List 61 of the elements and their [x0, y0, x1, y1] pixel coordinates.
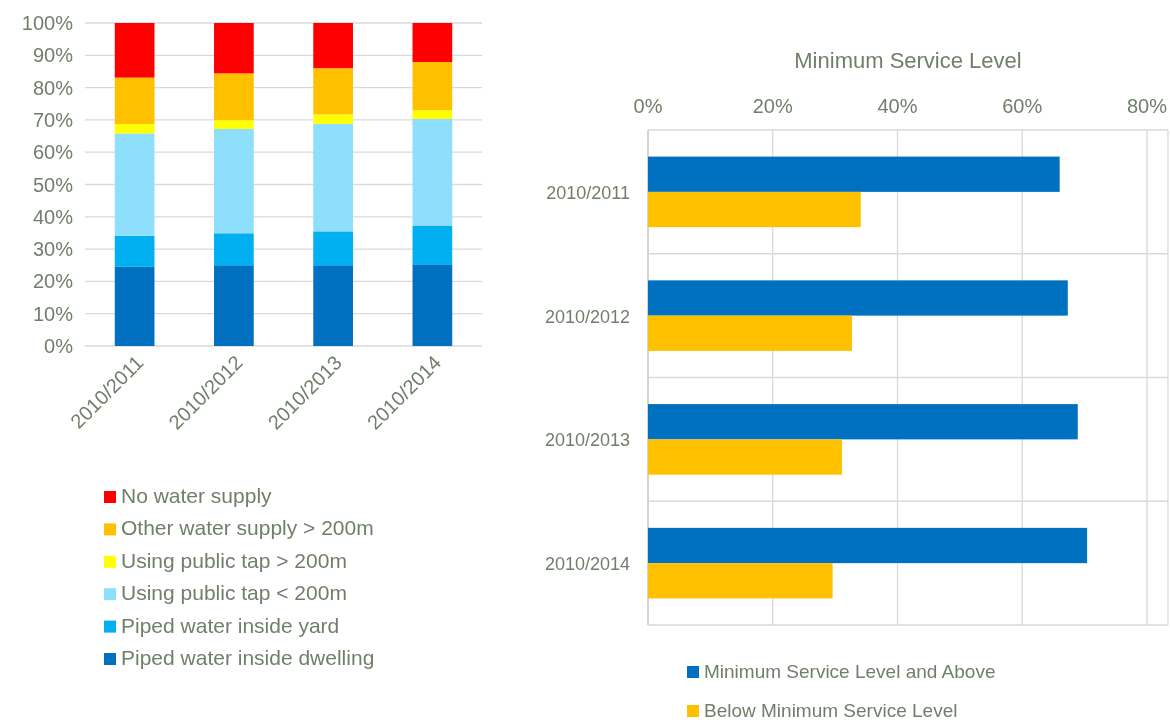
bar [412, 264, 453, 346]
y-tick-label: 70% [32, 108, 74, 131]
x-tick-label: 0% [633, 95, 663, 117]
legend-label: Other water supply > 200m [121, 516, 374, 540]
bar [648, 527, 1088, 564]
y-tick-label: 10% [32, 302, 74, 325]
bar [648, 191, 861, 228]
y-tick-label: 2010/2011 [546, 182, 630, 203]
x-tick-label: 80% [1126, 95, 1168, 117]
bar [313, 114, 353, 124]
bar [114, 266, 155, 346]
bar [114, 124, 155, 134]
y-tick-label: 90% [32, 44, 74, 67]
y-tick-label: 2010/2014 [544, 554, 630, 575]
bar [214, 73, 254, 121]
bar [412, 118, 453, 226]
bar [214, 23, 254, 74]
legend-label: Below Minimum Service Level [704, 700, 958, 721]
bar [114, 133, 155, 236]
y-tick-label: 80% [32, 76, 74, 99]
bar [648, 404, 1078, 440]
bar [412, 23, 453, 63]
bar [114, 77, 155, 125]
bar [313, 23, 353, 69]
bar [648, 563, 833, 599]
y-tick-label: 2010/2012 [544, 306, 630, 327]
bar [648, 280, 1068, 316]
bar [313, 265, 353, 346]
y-tick-label: 2010/2013 [544, 430, 630, 451]
bar [648, 156, 1060, 192]
bar [313, 68, 353, 115]
bar [214, 233, 254, 266]
legend-label: Using public tap > 200m [121, 548, 347, 572]
bar [412, 110, 453, 119]
chart-title: Minimum Service Level [794, 48, 1022, 73]
bar [412, 225, 453, 265]
bar [114, 235, 155, 267]
bar [214, 128, 254, 234]
y-tick-label: 20% [32, 270, 74, 293]
bar [313, 123, 353, 232]
bar [214, 120, 254, 129]
bar [214, 265, 254, 346]
legend-label: Piped water inside dwelling [121, 646, 375, 669]
bar [648, 315, 852, 351]
y-tick-label: 30% [32, 238, 74, 261]
x-tick-label: 40% [877, 95, 918, 117]
bar [412, 62, 453, 111]
x-tick-label: 20% [752, 95, 793, 117]
y-tick-label: 0% [44, 335, 74, 357]
y-tick-label: 100% [21, 12, 74, 34]
y-tick-label: 60% [32, 141, 74, 164]
x-tick-label: 60% [1002, 95, 1043, 117]
bar [313, 231, 353, 266]
legend-label: No water supply [121, 484, 273, 507]
y-tick-label: 50% [32, 173, 74, 196]
legend-label: Using public tap < 200m [121, 581, 347, 605]
legend-label: Piped water inside yard [121, 613, 340, 637]
y-tick-label: 40% [32, 205, 74, 228]
bar [648, 439, 842, 475]
bar [114, 23, 155, 78]
legend-label: Minimum Service Level and Above [704, 661, 996, 682]
